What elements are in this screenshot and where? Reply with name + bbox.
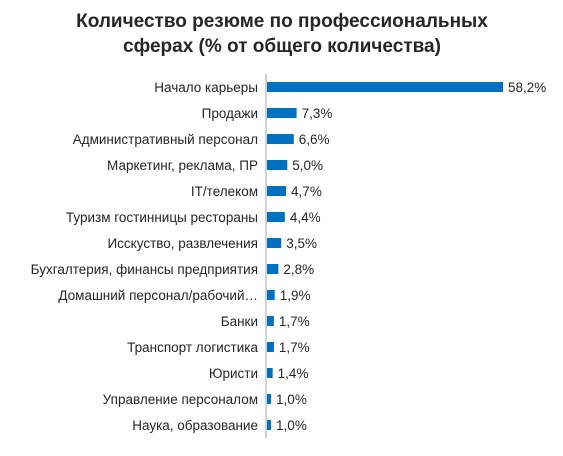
value-label: 4,4% <box>290 210 321 225</box>
value-label: 3,5% <box>286 236 317 251</box>
category-label: Банки <box>221 314 258 329</box>
bar <box>267 212 285 222</box>
category-label: IT/телеком <box>191 184 258 199</box>
category-label: Продажи <box>202 106 258 121</box>
bar <box>267 134 294 144</box>
bar <box>267 186 287 196</box>
bar <box>267 316 274 326</box>
category-label: Наука, образование <box>132 418 258 433</box>
bar <box>267 264 279 274</box>
category-label: Домашний персонал/рабочий… <box>58 288 258 303</box>
category-label: Бухгалтерия, финансы предприятия <box>31 262 258 277</box>
value-label: 7,3% <box>302 106 333 121</box>
category-label: Маркетинг, реклама, ПР <box>107 158 258 173</box>
category-label: Транспорт логистика <box>127 340 258 355</box>
category-label: Административный персонал <box>73 132 258 147</box>
category-label: Юристи <box>209 366 258 381</box>
bar <box>267 290 275 300</box>
bar <box>267 394 272 404</box>
bar <box>267 368 273 378</box>
value-label: 2,8% <box>283 262 314 277</box>
category-label: Исскуство, развлечения <box>107 236 258 251</box>
category-label: Начало карьеры <box>154 80 258 95</box>
value-label: 1,4% <box>278 366 309 381</box>
value-label: 1,7% <box>279 340 310 355</box>
chart-title-line-2: сферах (% от общего количества) <box>123 36 441 57</box>
bar <box>267 238 282 248</box>
category-label: Управление персоналом <box>103 392 258 407</box>
value-label: 58,2% <box>508 80 546 95</box>
bar <box>267 108 297 118</box>
chart-title: Количество резюме по профессиональных сф… <box>76 11 488 57</box>
value-label: 4,7% <box>291 184 322 199</box>
value-label: 6,6% <box>299 132 330 147</box>
value-label: 1,0% <box>276 418 307 433</box>
bar <box>267 342 274 352</box>
bar <box>267 420 272 430</box>
value-label: 5,0% <box>292 158 323 173</box>
chart-title-line-1: Количество резюме по профессиональных <box>76 11 488 32</box>
value-label: 1,7% <box>279 314 310 329</box>
bar <box>267 82 503 92</box>
category-label: Туризм гостинницы рестораны <box>66 210 258 225</box>
plot-area: Начало карьеры 58,2% Продажи 7,3% Администра… <box>31 74 546 438</box>
value-label: 1,9% <box>280 288 311 303</box>
bar <box>267 160 288 170</box>
value-label: 1,0% <box>276 392 307 407</box>
